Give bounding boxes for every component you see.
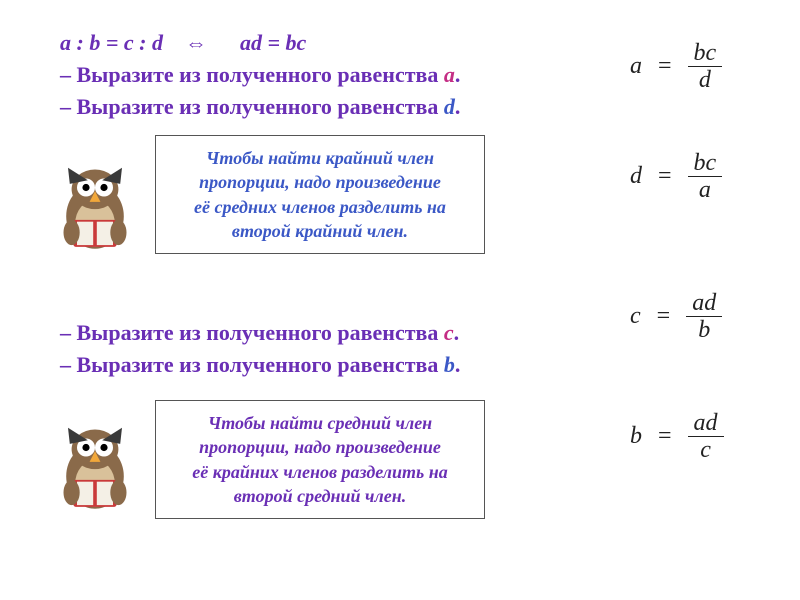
formula-d: d = bc a xyxy=(630,150,722,204)
product-eq: ad = bc xyxy=(240,30,306,55)
outer-rule-l4: второй крайний член. xyxy=(170,219,470,243)
formula-a: a = bc d xyxy=(630,40,722,94)
inner-rule-l1: Чтобы найти средний член xyxy=(170,411,470,435)
express-b-line: – Выразите из полученного равенства b. xyxy=(60,352,460,378)
formula-b-lhs: b xyxy=(630,423,652,450)
var-c: c xyxy=(444,320,454,345)
inner-rule-l4: второй средний член. xyxy=(170,484,470,508)
formula-a-lhs: a xyxy=(630,53,652,80)
express-d-text: – Выразите из полученного равенства xyxy=(60,94,444,119)
formula-d-frac: bc a xyxy=(688,150,723,204)
formula-b-den: c xyxy=(688,437,724,463)
formula-c-den: b xyxy=(686,317,722,343)
formula-c-frac: ad b xyxy=(686,290,722,344)
proportion: a : b = c : d xyxy=(60,30,163,55)
equals-sign: = xyxy=(658,423,682,450)
owl-icon xyxy=(50,420,140,520)
outer-rule-l3: её средних членов разделить на xyxy=(170,195,470,219)
proportion-header: a : b = c : d ⇔ ad = bc xyxy=(60,30,306,56)
var-d: d xyxy=(444,94,455,119)
inner-rule-box: Чтобы найти средний член пропорции, надо… xyxy=(155,400,485,519)
express-a-line: – Выразите из полученного равенства a. xyxy=(60,62,460,88)
equals-sign: = xyxy=(658,163,682,190)
formula-b-frac: ad c xyxy=(688,410,724,464)
express-c-line: – Выразите из полученного равенства c. xyxy=(60,320,459,346)
formula-d-den: a xyxy=(688,177,723,203)
var-b: b xyxy=(444,352,455,377)
outer-rule-l1: Чтобы найти крайний член xyxy=(170,146,470,170)
slide: a : b = c : d ⇔ ad = bc – Выразите из по… xyxy=(0,0,800,600)
outer-rule-l2: пропорции, надо произведение xyxy=(170,170,470,194)
formula-d-lhs: d xyxy=(630,163,652,190)
formula-b: b = ad c xyxy=(630,410,724,464)
express-d-line: – Выразите из полученного равенства d. xyxy=(60,94,460,120)
formula-d-num: bc xyxy=(688,150,723,177)
outer-rule-box: Чтобы найти крайний член пропорции, надо… xyxy=(155,135,485,254)
formula-c-num: ad xyxy=(686,290,722,317)
formula-a-num: bc xyxy=(688,40,723,67)
formula-b-num: ad xyxy=(688,410,724,437)
formula-c: c = ad b xyxy=(630,290,722,344)
express-b-text: – Выразите из полученного равенства xyxy=(60,352,444,377)
inner-rule-l2: пропорции, надо произведение xyxy=(170,435,470,459)
equals-sign: = xyxy=(658,53,682,80)
formula-a-den: d xyxy=(688,67,723,93)
inner-rule-l3: её крайних членов разделить на xyxy=(170,460,470,484)
iff-symbol: ⇔ xyxy=(185,30,207,55)
express-a-text: – Выразите из полученного равенства xyxy=(60,62,444,87)
var-a: a xyxy=(444,62,455,87)
owl-icon xyxy=(50,160,140,260)
formula-a-frac: bc d xyxy=(688,40,723,94)
express-c-text: – Выразите из полученного равенства xyxy=(60,320,444,345)
formula-c-lhs: c xyxy=(630,303,651,330)
equals-sign: = xyxy=(657,303,681,330)
